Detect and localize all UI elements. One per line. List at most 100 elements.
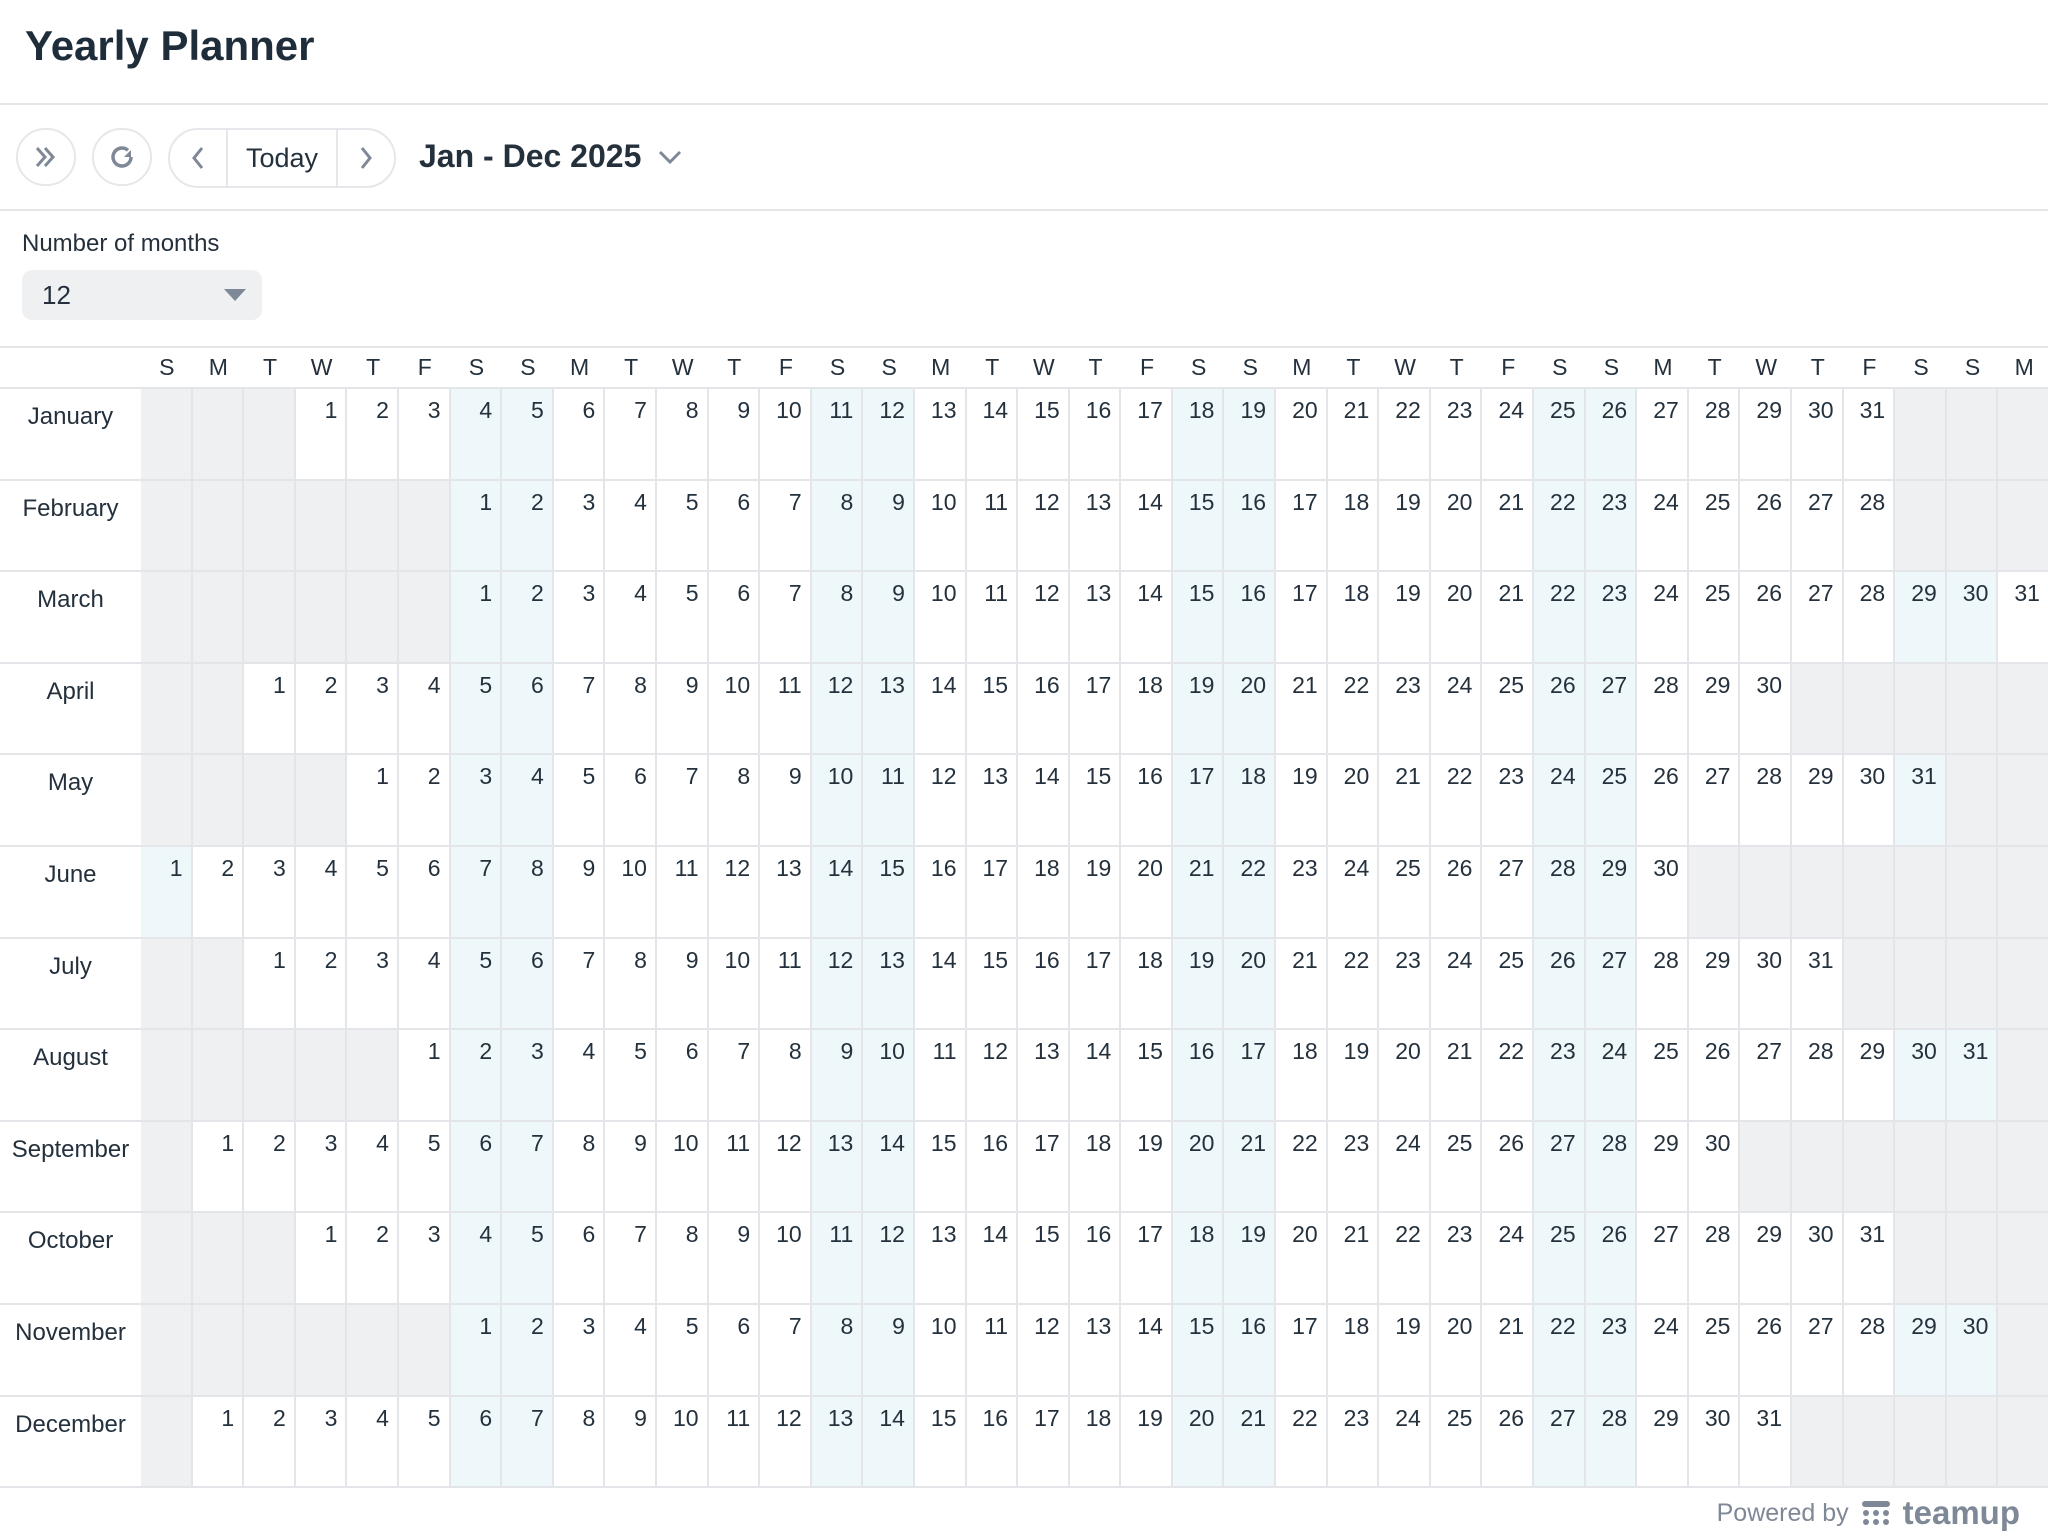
day-cell[interactable]: 22 <box>1431 755 1483 845</box>
day-cell[interactable]: 23 <box>1379 938 1431 1029</box>
day-cell[interactable]: 4 <box>605 480 657 571</box>
day-cell[interactable]: 13 <box>1070 1304 1122 1395</box>
day-cell[interactable]: 7 <box>605 389 657 479</box>
day-cell[interactable]: 13 <box>967 755 1019 845</box>
day-cell[interactable]: 7 <box>760 1304 812 1395</box>
day-cell[interactable]: 24 <box>1637 572 1689 662</box>
day-cell[interactable]: 24 <box>1637 480 1689 571</box>
day-cell[interactable]: 18 <box>1328 1304 1380 1395</box>
day-cell[interactable]: 21 <box>1172 846 1225 937</box>
day-cell[interactable]: 29 <box>1792 755 1844 845</box>
day-cell[interactable]: 10 <box>863 1030 915 1120</box>
day-cell[interactable]: 26 <box>1740 1304 1792 1395</box>
day-cell[interactable]: 16 <box>1018 663 1070 754</box>
day-cell[interactable]: 13 <box>811 1121 864 1212</box>
day-cell[interactable]: 23 <box>1482 755 1535 845</box>
day-cell[interactable]: 20 <box>1224 663 1277 754</box>
day-cell[interactable]: 1 <box>141 846 193 937</box>
day-cell[interactable]: 11 <box>915 1030 967 1120</box>
day-cell[interactable]: 31 <box>1740 1396 1792 1487</box>
day-cell[interactable]: 31 <box>1946 1030 1999 1120</box>
day-cell[interactable]: 22 <box>1379 1213 1431 1303</box>
day-cell[interactable]: 19 <box>1379 480 1431 571</box>
day-cell[interactable]: 4 <box>605 1304 657 1395</box>
day-cell[interactable]: 7 <box>450 846 503 937</box>
day-cell[interactable]: 10 <box>657 1396 709 1487</box>
day-cell[interactable]: 24 <box>1482 1213 1535 1303</box>
day-cell[interactable]: 13 <box>863 938 915 1029</box>
day-cell[interactable]: 5 <box>657 572 709 662</box>
day-cell[interactable]: 21 <box>1482 480 1535 571</box>
day-cell[interactable]: 16 <box>967 1121 1019 1212</box>
day-cell[interactable]: 13 <box>760 846 812 937</box>
day-cell[interactable]: 4 <box>296 846 348 937</box>
day-cell[interactable]: 14 <box>915 938 967 1029</box>
day-cell[interactable]: 19 <box>1070 846 1122 937</box>
day-cell[interactable]: 5 <box>554 755 606 845</box>
day-cell[interactable]: 24 <box>1534 755 1586 845</box>
day-cell[interactable]: 25 <box>1689 480 1741 571</box>
powered-by[interactable]: Powered by teamup <box>1717 1494 2020 1532</box>
day-cell[interactable]: 21 <box>1276 938 1328 1029</box>
day-cell[interactable]: 25 <box>1534 1213 1586 1303</box>
day-cell[interactable]: 4 <box>502 755 554 845</box>
day-cell[interactable]: 27 <box>1637 389 1689 479</box>
day-cell[interactable]: 15 <box>1070 755 1122 845</box>
day-cell[interactable]: 25 <box>1689 572 1741 662</box>
day-cell[interactable]: 11 <box>709 1396 761 1487</box>
day-cell[interactable]: 27 <box>1689 755 1741 845</box>
day-cell[interactable]: 17 <box>1121 1213 1173 1303</box>
day-cell[interactable]: 17 <box>1276 572 1328 662</box>
day-cell[interactable]: 8 <box>811 572 864 662</box>
day-cell[interactable]: 27 <box>1792 1304 1844 1395</box>
day-cell[interactable]: 1 <box>450 480 503 571</box>
day-cell[interactable]: 7 <box>502 1396 554 1487</box>
day-cell[interactable]: 1 <box>399 1030 451 1120</box>
day-cell[interactable]: 10 <box>657 1121 709 1212</box>
day-cell[interactable]: 30 <box>1844 755 1896 845</box>
day-cell[interactable]: 13 <box>915 1213 967 1303</box>
day-cell[interactable]: 27 <box>1792 572 1844 662</box>
day-cell[interactable]: 11 <box>863 755 915 845</box>
day-cell[interactable]: 5 <box>502 389 554 479</box>
day-cell[interactable]: 3 <box>244 846 296 937</box>
day-cell[interactable]: 4 <box>347 1121 399 1212</box>
day-cell[interactable]: 28 <box>1637 663 1689 754</box>
day-cell[interactable]: 22 <box>1379 389 1431 479</box>
day-cell[interactable]: 11 <box>967 480 1019 571</box>
day-cell[interactable]: 8 <box>709 755 761 845</box>
day-cell[interactable]: 25 <box>1585 755 1638 845</box>
day-cell[interactable]: 17 <box>1276 1304 1328 1395</box>
day-cell[interactable]: 27 <box>1585 663 1638 754</box>
day-cell[interactable]: 14 <box>967 389 1019 479</box>
day-cell[interactable]: 10 <box>811 755 864 845</box>
day-cell[interactable]: 21 <box>1224 1396 1277 1487</box>
day-cell[interactable]: 15 <box>1018 1213 1070 1303</box>
prev-button[interactable] <box>170 130 226 186</box>
day-cell[interactable]: 3 <box>296 1396 348 1487</box>
day-cell[interactable]: 16 <box>1070 1213 1122 1303</box>
day-cell[interactable]: 10 <box>915 480 967 571</box>
day-cell[interactable]: 28 <box>1637 938 1689 1029</box>
date-range-dropdown[interactable]: Jan - Dec 2025 <box>419 138 683 175</box>
day-cell[interactable]: 15 <box>1172 480 1225 571</box>
day-cell[interactable]: 5 <box>657 1304 709 1395</box>
day-cell[interactable]: 27 <box>1585 938 1638 1029</box>
day-cell[interactable]: 20 <box>1172 1121 1225 1212</box>
day-cell[interactable]: 12 <box>709 846 761 937</box>
day-cell[interactable]: 19 <box>1276 755 1328 845</box>
refresh-button[interactable] <box>92 128 152 186</box>
day-cell[interactable]: 29 <box>1637 1121 1689 1212</box>
day-cell[interactable]: 11 <box>967 1304 1019 1395</box>
day-cell[interactable]: 7 <box>657 755 709 845</box>
day-cell[interactable]: 23 <box>1379 663 1431 754</box>
day-cell[interactable]: 20 <box>1172 1396 1225 1487</box>
day-cell[interactable]: 23 <box>1276 846 1328 937</box>
day-cell[interactable]: 28 <box>1792 1030 1844 1120</box>
today-button[interactable]: Today <box>226 130 338 186</box>
day-cell[interactable]: 16 <box>967 1396 1019 1487</box>
day-cell[interactable]: 9 <box>605 1396 657 1487</box>
day-cell[interactable]: 17 <box>1018 1121 1070 1212</box>
day-cell[interactable]: 21 <box>1379 755 1431 845</box>
day-cell[interactable]: 18 <box>1070 1396 1122 1487</box>
